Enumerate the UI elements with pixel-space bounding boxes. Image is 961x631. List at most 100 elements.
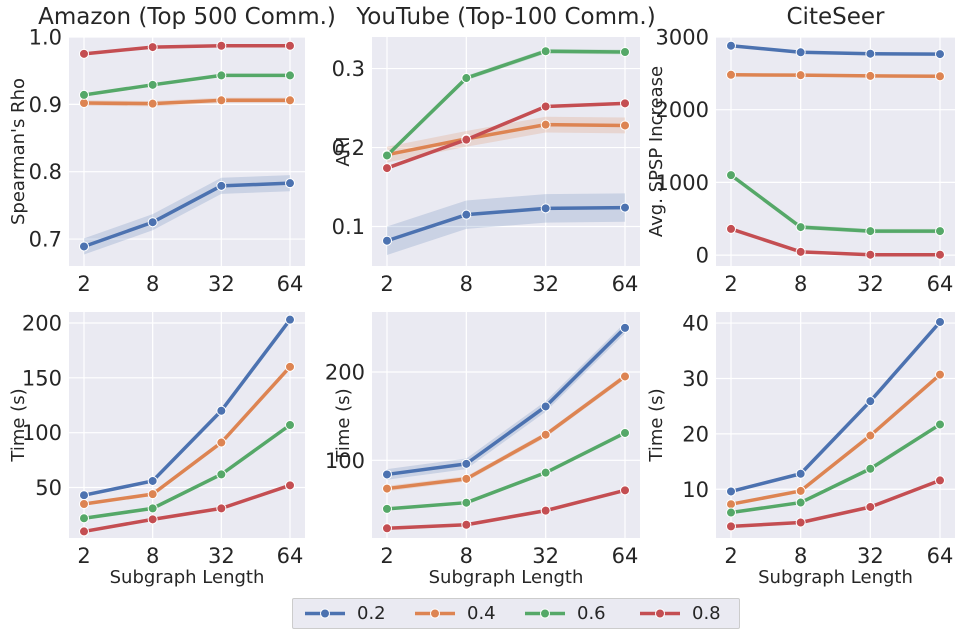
series-line-0.8 bbox=[729, 227, 942, 257]
y-tick-label: 100 bbox=[325, 449, 365, 473]
series-line-0.8 bbox=[82, 44, 292, 56]
data-point bbox=[726, 499, 736, 510]
y-tick-label: 0.9 bbox=[29, 93, 62, 117]
data-point bbox=[147, 98, 158, 109]
data-point bbox=[726, 223, 736, 234]
data-point bbox=[461, 473, 472, 484]
data-point bbox=[79, 490, 89, 501]
y-tick-label: 10 bbox=[682, 478, 709, 502]
data-point bbox=[865, 501, 876, 512]
y-tick-label: 0.1 bbox=[332, 215, 365, 239]
y-axis-label: Time (s) bbox=[333, 388, 354, 462]
y-axis-label: Spearman's Rho bbox=[8, 78, 29, 225]
x-tick-label: 8 bbox=[460, 544, 473, 568]
legend-entry-0.8: 0.8 bbox=[638, 599, 721, 628]
x-tick-label: 2 bbox=[77, 544, 90, 568]
data-point bbox=[865, 463, 876, 474]
legend: 0.2 0.4 0.6 0.8 bbox=[292, 598, 740, 629]
x-axis-label: Subgraph Length bbox=[758, 567, 913, 588]
x-tick-label: 2 bbox=[724, 544, 737, 568]
data-point bbox=[935, 249, 945, 260]
data-point bbox=[540, 101, 551, 112]
data-point bbox=[147, 42, 158, 53]
x-axis-label: Subgraph Length bbox=[429, 567, 584, 588]
data-point bbox=[795, 222, 806, 233]
y-tick-label: 0.2 bbox=[332, 136, 365, 160]
data-point bbox=[865, 226, 876, 237]
x-tick-label: 64 bbox=[612, 272, 639, 296]
legend-swatch-0.4 bbox=[415, 608, 455, 619]
data-point bbox=[216, 40, 227, 51]
data-point bbox=[935, 71, 945, 82]
data-point bbox=[795, 47, 806, 58]
series-line-0.4 bbox=[729, 372, 942, 506]
series-line-0.6 bbox=[729, 422, 942, 515]
confidence-band-0.2 bbox=[84, 175, 290, 255]
x-tick-label: 2 bbox=[380, 544, 393, 568]
x-tick-label: 32 bbox=[208, 272, 235, 296]
data-point bbox=[620, 120, 630, 131]
data-point bbox=[382, 503, 392, 514]
y-tick-label: 3000 bbox=[656, 26, 709, 50]
x-tick-label: 64 bbox=[612, 544, 639, 568]
data-point bbox=[935, 419, 945, 430]
data-point bbox=[382, 235, 392, 246]
data-point bbox=[461, 519, 472, 530]
data-point bbox=[540, 505, 551, 516]
x-tick-label: 8 bbox=[146, 544, 159, 568]
series-line-0.8 bbox=[729, 478, 942, 529]
y-tick-label: 200 bbox=[325, 361, 365, 385]
data-point bbox=[726, 521, 736, 532]
chart-title: Amazon (Top 500 Comm.) bbox=[38, 4, 336, 30]
data-point bbox=[620, 427, 630, 438]
data-point bbox=[285, 95, 295, 106]
data-point bbox=[216, 70, 227, 81]
data-point bbox=[216, 469, 227, 480]
y-axis-label: ARI bbox=[333, 136, 354, 166]
legend-label: 0.6 bbox=[577, 603, 606, 624]
data-point bbox=[620, 98, 630, 109]
legend-entry-0.2: 0.2 bbox=[303, 599, 386, 628]
series-line-0.4 bbox=[82, 365, 292, 506]
x-tick-label: 64 bbox=[927, 272, 954, 296]
data-point bbox=[216, 95, 227, 106]
series-line-0.2 bbox=[385, 205, 627, 243]
y-tick-label: 0.7 bbox=[29, 228, 62, 252]
series-line-0.6 bbox=[82, 73, 292, 97]
data-point bbox=[540, 119, 551, 130]
data-point bbox=[147, 475, 158, 486]
data-point bbox=[865, 249, 876, 260]
data-point bbox=[382, 483, 392, 494]
y-axis-label: Time (s) bbox=[646, 388, 667, 462]
plot-area bbox=[372, 312, 640, 538]
y-tick-label: 50 bbox=[35, 476, 62, 500]
data-point bbox=[795, 246, 806, 257]
x-tick-label: 32 bbox=[532, 544, 559, 568]
series-line-0.8 bbox=[385, 101, 627, 170]
data-point bbox=[795, 70, 806, 81]
data-point bbox=[285, 70, 295, 81]
data-point bbox=[79, 241, 89, 252]
data-point bbox=[726, 69, 736, 80]
y-tick-label: 2000 bbox=[656, 98, 709, 122]
data-point bbox=[285, 361, 295, 372]
data-point bbox=[285, 420, 295, 430]
data-point bbox=[865, 70, 876, 81]
data-point bbox=[461, 497, 472, 508]
y-tick-label: 100 bbox=[22, 421, 62, 445]
data-point bbox=[540, 46, 551, 57]
legend-label: 0.2 bbox=[357, 603, 386, 624]
data-point bbox=[216, 437, 227, 448]
y-tick-label: 40 bbox=[682, 312, 709, 336]
legend-entry-0.6: 0.6 bbox=[523, 599, 606, 628]
y-tick-label: 30 bbox=[682, 367, 709, 391]
data-point bbox=[726, 40, 736, 51]
data-point bbox=[726, 486, 736, 497]
series-line-0.8 bbox=[385, 488, 627, 531]
chart-title: CiteSeer bbox=[787, 4, 886, 30]
series-line-0.8 bbox=[82, 483, 292, 534]
data-point bbox=[865, 48, 876, 59]
x-tick-label: 32 bbox=[857, 272, 884, 296]
data-point bbox=[620, 371, 630, 382]
